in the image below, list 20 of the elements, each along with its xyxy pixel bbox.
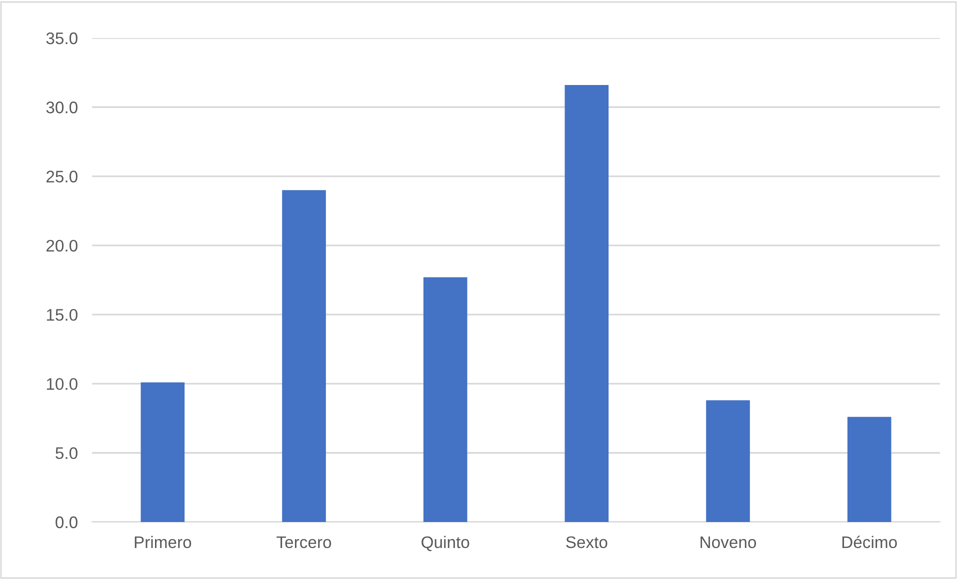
x-tick-label: Tercero xyxy=(276,536,332,548)
y-tick-label: 10.0 xyxy=(46,378,78,390)
y-tick-label: 25.0 xyxy=(46,170,78,182)
x-tick-label: Noveno xyxy=(700,536,756,548)
bar xyxy=(564,85,609,522)
bar xyxy=(847,416,892,522)
y-tick-label: 15.0 xyxy=(46,308,78,321)
bar xyxy=(282,190,326,522)
y-tick-label: 5.0 xyxy=(56,447,78,460)
x-tick-label: Primero xyxy=(134,536,192,548)
y-tick-label: 20.0 xyxy=(46,240,78,252)
x-tick-label: Quinto xyxy=(422,536,470,552)
x-tick-label: Sexto xyxy=(566,536,608,548)
bar xyxy=(706,400,750,522)
y-tick-label: 30.0 xyxy=(46,102,78,114)
bar xyxy=(140,382,185,522)
bar xyxy=(423,277,468,522)
y-tick-label: 35.0 xyxy=(46,32,78,44)
x-tick-label: Décimo xyxy=(842,536,897,548)
y-tick-label: 0.0 xyxy=(56,516,78,528)
